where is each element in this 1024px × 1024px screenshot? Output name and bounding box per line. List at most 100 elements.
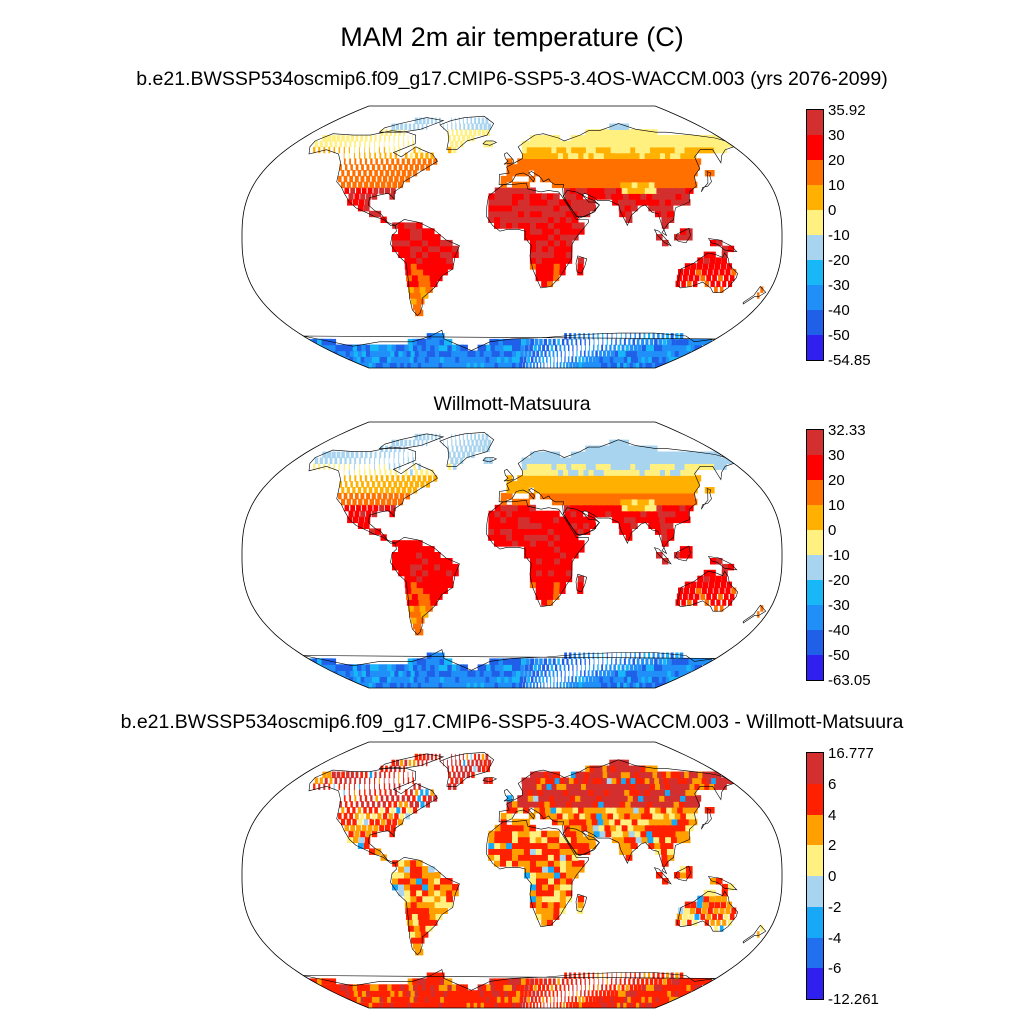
- map-cell: [559, 1002, 562, 1008]
- map-cell: [512, 984, 517, 991]
- map-cell: [422, 228, 429, 235]
- map-cell: [369, 498, 374, 506]
- map-cell: [632, 795, 642, 802]
- map-cell: [457, 135, 461, 142]
- map-cell: [590, 492, 599, 500]
- map-cell: [420, 931, 429, 938]
- map-cell: [667, 824, 676, 832]
- map-cell: [512, 210, 519, 218]
- map-cell: [665, 836, 673, 844]
- map-cell: [488, 199, 495, 206]
- map-cell: [403, 129, 405, 136]
- map-cell: [611, 807, 620, 814]
- map-cell: [463, 439, 466, 447]
- map-cell: [548, 990, 551, 997]
- map-cell: [507, 664, 513, 671]
- map-cell: [713, 907, 719, 914]
- map-cell: [382, 175, 388, 183]
- coastline: [498, 759, 735, 875]
- map-cell: [568, 990, 570, 997]
- map-cell: [621, 984, 625, 991]
- map-cell: [536, 552, 543, 559]
- map-cell: [566, 866, 573, 873]
- map-cell: [523, 848, 531, 855]
- map-cell: [350, 504, 355, 512]
- map-cell: [481, 356, 489, 363]
- map-cell: [451, 664, 460, 671]
- map-cell: [575, 504, 583, 512]
- map-cell: [668, 801, 678, 808]
- map-cell: [647, 516, 655, 524]
- colorbar-label: 6: [828, 775, 837, 793]
- map-cell: [524, 344, 529, 352]
- map-cell: [447, 123, 448, 130]
- map-cell: [550, 362, 552, 368]
- map-cell: [618, 199, 626, 206]
- map-cell: [398, 569, 405, 577]
- map-cell: [361, 164, 364, 171]
- map-cell: [406, 913, 414, 920]
- map-cell: [506, 807, 513, 814]
- map-cell: [594, 487, 603, 494]
- map-cell: [416, 298, 425, 305]
- map-cell: [554, 558, 561, 565]
- map-cell: [521, 463, 528, 470]
- map-cell: [648, 205, 656, 212]
- map-cell: [598, 469, 608, 476]
- map-cell: [671, 516, 679, 524]
- map-cell: [363, 170, 367, 177]
- map-cell: [605, 807, 614, 814]
- map-cell: [344, 457, 347, 464]
- map-cell: [364, 463, 365, 470]
- map-cell: [428, 575, 436, 583]
- map-cell: [354, 158, 357, 165]
- map-cell: [627, 824, 636, 832]
- map-cell: [430, 469, 434, 476]
- map-cell: [517, 504, 525, 512]
- map-cell: [583, 350, 586, 357]
- map-cell: [542, 676, 545, 683]
- map-cell: [657, 801, 667, 808]
- map-cell: [512, 344, 517, 352]
- map-cell: [578, 356, 581, 363]
- map-cell: [560, 872, 567, 879]
- map-cell: [605, 510, 613, 518]
- map-cell: [489, 658, 496, 665]
- map-cell: [555, 664, 558, 671]
- map-cell: [444, 658, 453, 665]
- map-cell: [404, 257, 412, 264]
- map-cell: [703, 257, 710, 264]
- map-cell: [467, 759, 470, 767]
- map-cell: [385, 795, 389, 802]
- map-cell: [354, 510, 360, 518]
- map-cell: [532, 789, 539, 796]
- map-cell: [701, 907, 707, 914]
- map-cell: [680, 475, 691, 482]
- map-cell: [609, 996, 615, 1003]
- map-cell: [573, 972, 576, 979]
- map-cell: [529, 522, 537, 529]
- map-cell: [450, 777, 454, 784]
- map-cell: [554, 140, 562, 148]
- map-cell: [529, 510, 537, 518]
- map-cell: [425, 469, 429, 476]
- map-cell: [456, 445, 459, 453]
- map-cell: [358, 516, 365, 524]
- map-cell: [508, 362, 513, 368]
- map-cell: [488, 140, 493, 148]
- map-cell: [597, 1002, 604, 1008]
- map-cell: [670, 664, 677, 671]
- map-cell: [440, 263, 448, 270]
- map-cell: [641, 164, 651, 171]
- map-cell: [606, 652, 608, 659]
- map-cell: [637, 181, 646, 189]
- map-cell: [498, 978, 504, 985]
- map-cell: [683, 498, 692, 506]
- map-cell: [543, 771, 551, 779]
- map-cell: [566, 239, 573, 247]
- map-cell: [447, 765, 450, 773]
- colorbar-segment: [807, 783, 823, 815]
- map-cell: [643, 652, 646, 659]
- map-cell: [670, 344, 677, 352]
- map-cell: [494, 528, 501, 535]
